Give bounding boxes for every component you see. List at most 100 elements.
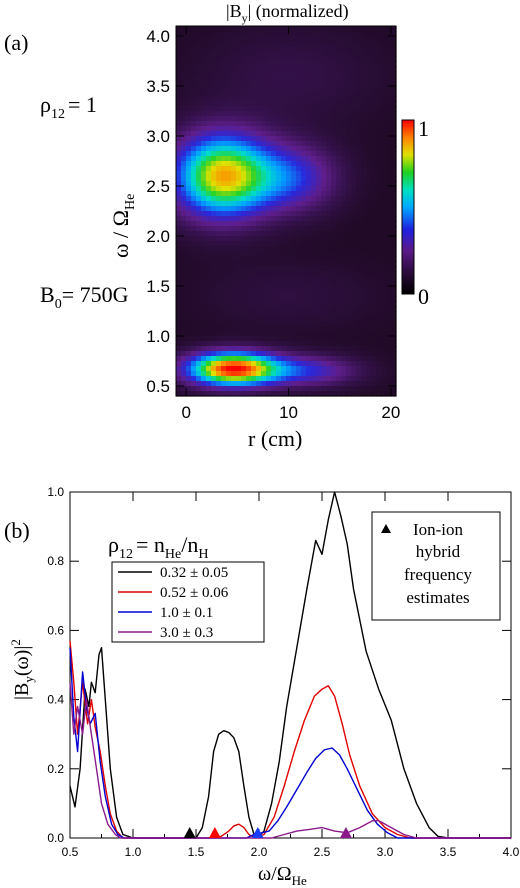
heatmap-cell [261, 131, 267, 137]
heatmap-cell [181, 166, 187, 172]
heatmap-cell [381, 361, 387, 367]
heatmap-cell [266, 256, 272, 262]
heatmap-cell [201, 336, 207, 342]
heatmap-cell [291, 51, 297, 57]
heatmap-cell [311, 81, 317, 87]
heatmap-cell [366, 231, 372, 237]
heatmap-cell [271, 286, 277, 292]
heatmap-cell [241, 141, 247, 147]
heatmap-cell [321, 41, 327, 47]
heatmap-cell [311, 331, 317, 337]
heatmap-cell [341, 356, 347, 362]
heatmap-cell [346, 56, 352, 62]
heatmap-cell [381, 91, 387, 97]
heatmap-cell [296, 81, 302, 87]
heatmap-cell [296, 306, 302, 312]
heatmap-cell [201, 236, 207, 242]
heatmap-cell [371, 166, 377, 172]
heatmap-cell [181, 106, 187, 112]
heatmap-cell [261, 356, 267, 362]
heatmap-cell [216, 231, 222, 237]
heatmap-cell [201, 271, 207, 277]
heatmap-cell [221, 66, 227, 72]
heatmap-cell [196, 316, 202, 322]
heatmap-cell [226, 146, 232, 152]
heatmap-cell [336, 246, 342, 252]
heatmap-cell [241, 281, 247, 287]
heatmap-cell [361, 241, 367, 247]
heatmap-cell [176, 296, 182, 302]
heatmap-cell [291, 256, 297, 262]
heatmap-cell [216, 186, 222, 192]
heatmap-cell [351, 111, 357, 117]
heatmap-cell [346, 71, 352, 77]
heatmap-cell [376, 231, 382, 237]
heatmap-cell [386, 221, 392, 227]
heatmap-cell [251, 151, 257, 157]
heatmap-cell [356, 201, 362, 207]
heatmap-cell [261, 181, 267, 187]
heatmap-cell [261, 126, 267, 132]
heatmap-cell [206, 291, 212, 297]
heatmap-cell [191, 321, 197, 327]
heatmap-cell [306, 341, 312, 347]
heatmap-cell [296, 96, 302, 102]
heatmap-cell [341, 211, 347, 217]
heatmap-cell [191, 291, 197, 297]
heatmap-cell [371, 186, 377, 192]
heatmap-cell [191, 101, 197, 107]
heatmap-cell [386, 251, 392, 257]
heatmap-cell [271, 86, 277, 92]
heatmap-cell [216, 141, 222, 147]
heatmap-cell [231, 126, 237, 132]
heatmap-cell [191, 231, 197, 237]
heatmap-cell [276, 116, 282, 122]
heatmap-cell [206, 191, 212, 197]
heatmap-cell [241, 256, 247, 262]
heatmap-cell [286, 236, 292, 242]
heatmap-cell [251, 381, 257, 387]
heatmap-cell [391, 186, 397, 192]
heatmap-cell [176, 211, 182, 217]
heatmap-cell [281, 46, 287, 52]
inset-line-2: hybrid [416, 542, 461, 561]
heatmap-cell [311, 301, 317, 307]
heatmap-cell [266, 361, 272, 367]
heatmap-cell [236, 196, 242, 202]
heatmap-cell [296, 191, 302, 197]
heatmap-cell [336, 251, 342, 257]
heatmap-cell [306, 231, 312, 237]
heatmap-cell [251, 346, 257, 352]
heatmap-cell [381, 161, 387, 167]
heatmap-cell [376, 71, 382, 77]
heatmap-cell [361, 76, 367, 82]
heatmap-cell [206, 221, 212, 227]
heatmap-cell [291, 86, 297, 92]
heatmap-cell [311, 116, 317, 122]
heatmap-cell [336, 186, 342, 192]
heatmap-cell [196, 61, 202, 67]
heatmap-cell [221, 316, 227, 322]
heatmap-cell [291, 346, 297, 352]
heatmap-cell [316, 86, 322, 92]
heatmap-cell [271, 101, 277, 107]
heatmap-cell [326, 251, 332, 257]
heatmap-cell [346, 161, 352, 167]
heatmap-cell [326, 321, 332, 327]
heatmap-cell [321, 391, 327, 397]
heatmap-cell [186, 26, 192, 32]
heatmap-cell [316, 281, 322, 287]
heatmap-cell [196, 276, 202, 282]
heatmap-cell [201, 351, 207, 357]
heatmap-cell [206, 41, 212, 47]
heatmap-cell [261, 166, 267, 172]
heatmap-cell [336, 221, 342, 227]
heatmap-cell [196, 391, 202, 397]
heatmap-cell [176, 326, 182, 332]
heatmap-cell [361, 51, 367, 57]
heatmap-cell [176, 176, 182, 182]
heatmap-cell [381, 76, 387, 82]
heatmap-cell [231, 196, 237, 202]
heatmap-cell [226, 261, 232, 267]
heatmap-cell [381, 226, 387, 232]
